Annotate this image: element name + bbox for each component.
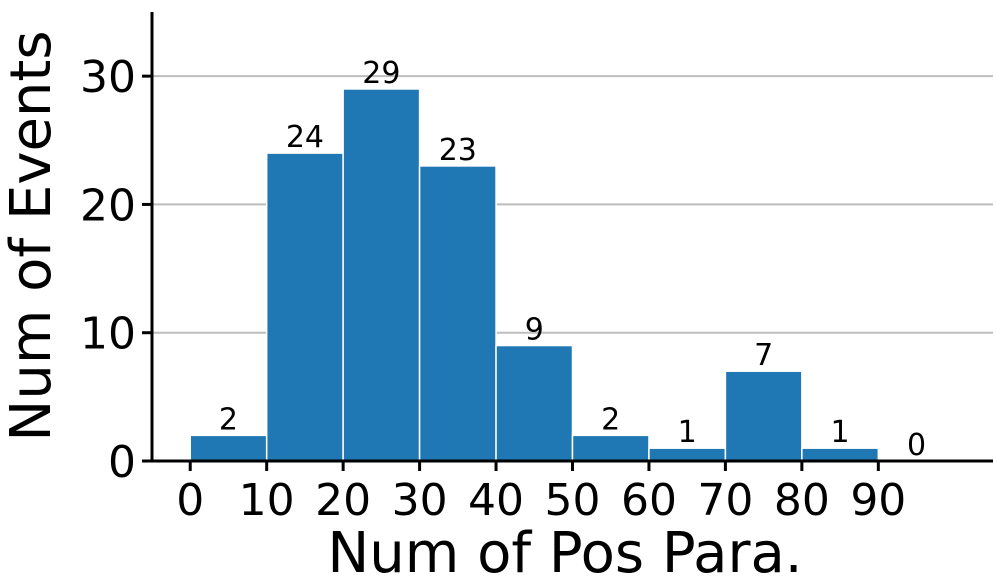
data-label: 2 [601, 402, 620, 437]
y-axis-label: Num of Events [0, 30, 64, 441]
y-tick-label: 10 [80, 309, 136, 360]
y-tick-label: 30 [80, 52, 136, 103]
bar [189, 434, 268, 462]
data-label: 23 [439, 133, 477, 168]
x-tick-label: 80 [774, 475, 830, 526]
data-label: 2 [219, 402, 238, 437]
y-tick-label: 0 [108, 437, 136, 488]
data-label: 0 [907, 428, 926, 463]
bar [265, 152, 344, 462]
x-tick-label: 20 [315, 475, 371, 526]
data-label: 29 [362, 56, 400, 91]
x-tick-label: 90 [850, 475, 906, 526]
data-label: 1 [831, 415, 850, 450]
x-tick-label: 60 [621, 475, 677, 526]
bar [342, 88, 421, 462]
x-tick-label: 40 [468, 475, 524, 526]
x-tick-label: 10 [239, 475, 295, 526]
x-tick-label: 30 [392, 475, 448, 526]
x-tick-label: 50 [545, 475, 601, 526]
x-tick-label: 0 [176, 475, 204, 526]
bar [418, 165, 497, 462]
x-axis-label: Num of Pos Para. [327, 521, 802, 584]
bar [724, 370, 803, 462]
bar [571, 434, 650, 462]
y-tick-label: 20 [80, 180, 136, 231]
bar [495, 344, 574, 462]
data-label: 1 [678, 415, 697, 450]
data-label: 7 [754, 338, 773, 373]
data-label: 24 [286, 120, 324, 155]
data-label: 9 [525, 313, 544, 348]
x-tick-label: 70 [697, 475, 753, 526]
